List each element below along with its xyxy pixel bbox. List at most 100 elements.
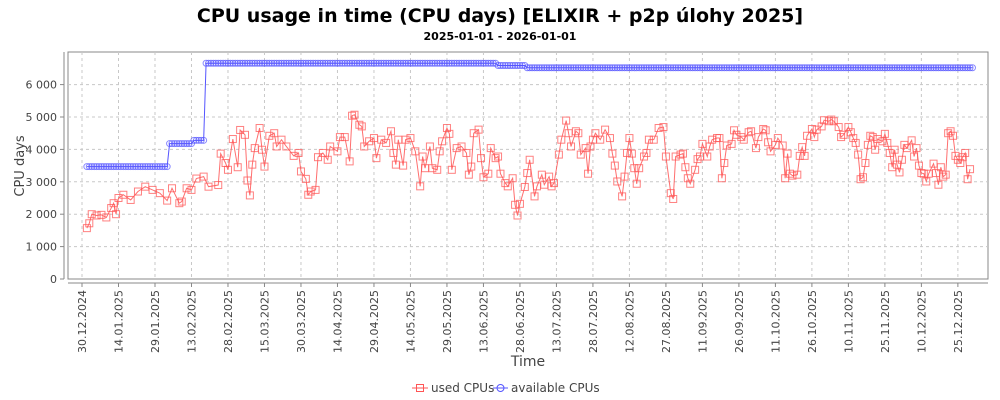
available-cpus-point	[205, 59, 213, 67]
available-cpus-point	[869, 64, 877, 72]
available-cpus-point	[681, 64, 689, 72]
available-cpus-point	[810, 64, 818, 72]
used-cpus-point	[744, 128, 753, 137]
available-cpus-point	[202, 59, 210, 67]
available-cpus-point	[767, 64, 775, 72]
used-cpus-point	[102, 213, 111, 222]
available-cpus-point	[582, 64, 590, 72]
available-cpus-point	[674, 64, 682, 72]
x-tick-label: 25.12.2025	[952, 290, 965, 353]
available-cpus-point	[725, 64, 733, 72]
available-cpus-point	[686, 64, 694, 72]
used-cpus-point	[447, 165, 456, 174]
available-cpus-point	[421, 59, 429, 67]
used-cpus-point	[722, 141, 731, 150]
available-cpus-point	[669, 64, 677, 72]
used-cpus-point	[844, 123, 853, 132]
x-tick-label: 15.03.2025	[258, 290, 271, 353]
used-cpus-point	[873, 135, 882, 144]
available-cpus-point	[815, 64, 823, 72]
available-cpus-point	[438, 59, 446, 67]
available-cpus-point	[124, 163, 132, 171]
x-tick-label: 13.06.2025	[477, 290, 490, 353]
x-axis-ticks: 30.12.2024 14.01.2025 29.01.2025 13.02.2025…	[76, 283, 965, 353]
used-cpus-point	[438, 137, 447, 146]
available-cpus-point	[635, 64, 643, 72]
used-cpus-point	[97, 210, 106, 219]
available-cpus-point	[467, 59, 475, 67]
used-cpus-point	[445, 129, 454, 138]
available-cpus-point	[392, 59, 400, 67]
available-cpus-point	[939, 64, 947, 72]
available-cpus-point	[192, 136, 200, 144]
available-cpus-point	[117, 163, 125, 171]
used-cpus-point	[856, 175, 865, 184]
x-tick-label: 27.08.2025	[660, 290, 673, 353]
available-cpus-point	[677, 64, 685, 72]
legend-item-available: available CPUs	[493, 381, 600, 395]
available-cpus-point	[139, 163, 147, 171]
available-cpus-point	[185, 140, 193, 148]
available-cpus-point	[253, 59, 261, 67]
used-cpus-point	[902, 144, 911, 153]
used-cpus-point	[486, 144, 495, 153]
available-cpus-point	[874, 64, 882, 72]
x-tick-label: 14.05.2025	[404, 290, 417, 353]
legend-used-label: used CPUs	[431, 381, 494, 395]
available-cpus-point	[759, 64, 767, 72]
available-cpus-point	[102, 163, 110, 171]
available-cpus-point	[732, 64, 740, 72]
available-cpus-point	[234, 59, 242, 67]
available-cpus-point	[292, 59, 300, 67]
used-cpus-point	[961, 148, 970, 157]
used-cpus-point	[907, 136, 916, 145]
used-cpus-point	[739, 135, 748, 144]
used-cpus-point	[182, 184, 191, 193]
available-cpus-point	[706, 64, 714, 72]
available-cpus-point	[268, 59, 276, 67]
used-cpus-point	[168, 184, 177, 193]
available-cpus-point	[750, 64, 758, 72]
available-cpus-point	[723, 64, 731, 72]
available-cpus-point	[625, 64, 633, 72]
used-cpus-point	[92, 211, 101, 220]
used-cpus-point	[581, 144, 590, 153]
used-cpus-point	[355, 120, 364, 129]
available-cpus-point	[852, 64, 860, 72]
available-cpus-point	[949, 64, 957, 72]
used-cpus-point	[484, 169, 493, 178]
used-cpus-point	[922, 177, 931, 186]
x-tick-label: 13.07.2025	[550, 290, 563, 353]
available-cpus-point	[222, 59, 230, 67]
x-tick-label: 10.12.2025	[915, 290, 928, 353]
available-cpus-point	[107, 163, 115, 171]
available-cpus-point	[484, 59, 492, 67]
available-cpus-point	[903, 64, 911, 72]
available-cpus-point	[791, 64, 799, 72]
used-cpus-point	[571, 127, 580, 136]
series-available-cpus	[83, 59, 976, 171]
available-cpus-point	[832, 64, 840, 72]
available-cpus-point	[163, 163, 171, 171]
available-cpus-point	[608, 64, 616, 72]
available-cpus-point	[409, 59, 417, 67]
used-cpus-point	[868, 133, 877, 142]
used-cpus-point	[345, 157, 354, 166]
available-cpus-point	[913, 64, 921, 72]
used-cpus-point	[632, 179, 641, 188]
available-cpus-point	[433, 59, 441, 67]
used-cpus-point	[340, 133, 349, 142]
used-cpus-point	[717, 174, 726, 183]
used-cpus-point	[895, 168, 904, 177]
available-cpus-point	[633, 64, 641, 72]
used-cpus-point	[625, 134, 634, 143]
available-cpus-point	[584, 64, 592, 72]
available-cpus-point	[144, 163, 152, 171]
available-cpus-point	[516, 61, 524, 69]
available-cpus-point	[290, 59, 298, 67]
used-cpus-point	[133, 187, 142, 196]
available-cpus-point	[270, 59, 278, 67]
grid-lines	[68, 52, 988, 279]
used-cpus-point	[335, 133, 344, 142]
used-cpus-point	[800, 151, 809, 160]
